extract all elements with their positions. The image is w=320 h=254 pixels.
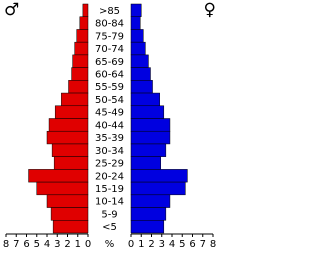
male-bar xyxy=(61,92,89,107)
male-bar xyxy=(50,207,89,221)
female-bar xyxy=(130,3,142,17)
male-bar xyxy=(54,105,89,119)
age-label: 75-79 xyxy=(95,31,124,42)
age-label: 45-49 xyxy=(95,108,124,119)
male-bar xyxy=(52,220,89,234)
x-tick-label: 6 xyxy=(23,239,29,250)
age-label: >85 xyxy=(99,6,120,17)
age-label: <5 xyxy=(102,222,117,233)
x-tick-label: 2 xyxy=(148,239,154,250)
x-tick-label: 3 xyxy=(159,239,165,250)
female-bar xyxy=(130,16,141,30)
x-tick-label: 5 xyxy=(179,239,185,250)
age-label: 50-54 xyxy=(95,95,124,106)
x-tick-label: 6 xyxy=(189,239,195,250)
male-bar xyxy=(79,16,89,30)
age-label: 20-24 xyxy=(95,171,124,182)
x-tick-label: 8 xyxy=(210,239,216,250)
age-label: 5-9 xyxy=(101,209,117,220)
age-label: 40-44 xyxy=(95,120,124,131)
female-bar xyxy=(130,143,167,157)
male-bar xyxy=(28,169,89,183)
x-tick-label: 8 xyxy=(3,239,9,250)
x-tick-label: 5 xyxy=(34,239,40,250)
x-tick-label: 2 xyxy=(64,239,70,250)
male-bar xyxy=(36,181,89,196)
male-bar xyxy=(46,130,89,145)
female-bar xyxy=(130,207,167,221)
male-bar xyxy=(53,156,89,170)
x-tick-label: 0 xyxy=(128,239,134,250)
x-tick-label: 3 xyxy=(54,239,60,250)
male-bar xyxy=(68,80,89,94)
male-bar xyxy=(48,118,89,132)
female-bar xyxy=(130,41,146,56)
male-bar xyxy=(76,29,89,43)
x-tick-label: 4 xyxy=(44,239,50,250)
male-bar xyxy=(72,54,89,68)
age-label: 80-84 xyxy=(95,19,124,30)
female-bar xyxy=(130,29,144,43)
age-label: 10-14 xyxy=(95,197,124,208)
female-bar xyxy=(130,194,171,208)
female-bar xyxy=(130,220,165,234)
female-bar xyxy=(130,105,165,119)
male-bar xyxy=(71,67,89,81)
age-label: 15-19 xyxy=(95,184,124,195)
male-bar xyxy=(51,143,89,157)
age-label: 70-74 xyxy=(95,44,124,55)
age-label: 30-34 xyxy=(95,146,124,157)
female-bar xyxy=(130,80,153,94)
male-symbol: ♂ xyxy=(4,0,19,20)
age-label: 55-59 xyxy=(95,82,124,93)
age-label: 35-39 xyxy=(95,133,124,144)
female-bar xyxy=(130,92,160,107)
female-bar xyxy=(130,54,149,68)
female-bar xyxy=(130,67,151,81)
female-bar xyxy=(130,118,171,132)
age-label: 65-69 xyxy=(95,57,124,68)
age-label: 60-64 xyxy=(95,69,124,80)
x-tick-label: 1 xyxy=(75,239,81,250)
female-bar xyxy=(130,156,161,170)
age-label: 25-29 xyxy=(95,159,124,170)
x-axis-label: % xyxy=(105,239,115,250)
male-bar xyxy=(82,3,89,17)
x-tick-label: 7 xyxy=(200,239,206,250)
female-bar xyxy=(130,130,171,145)
male-bar xyxy=(46,194,89,208)
x-tick-label: 7 xyxy=(13,239,19,250)
female-bar xyxy=(130,169,188,183)
x-tick-label: 0 xyxy=(85,239,91,250)
female-bar xyxy=(130,181,186,196)
x-tick-label: 4 xyxy=(169,239,175,250)
x-tick-label: 1 xyxy=(138,239,144,250)
female-symbol: ♀ xyxy=(204,0,216,20)
male-bar xyxy=(74,41,89,56)
